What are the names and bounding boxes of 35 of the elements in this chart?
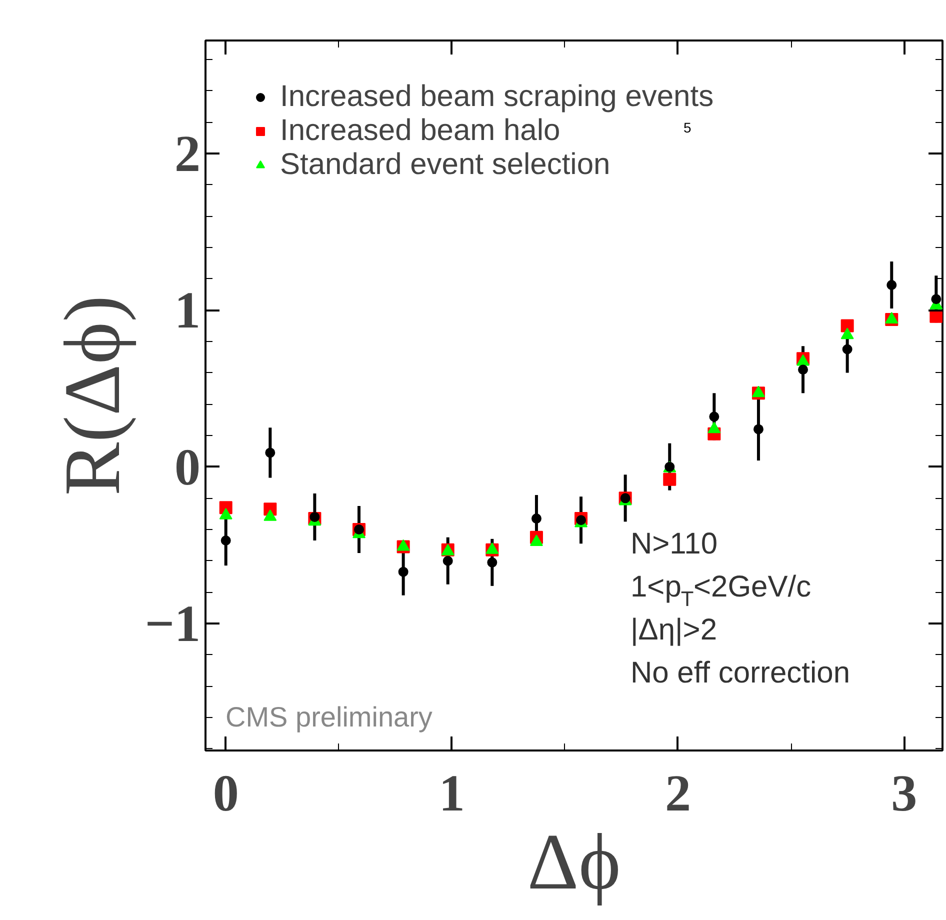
point bbox=[265, 448, 276, 458]
point bbox=[442, 556, 453, 566]
annotation: 5 bbox=[684, 120, 692, 136]
y-tick-label: −1 bbox=[144, 596, 201, 654]
point bbox=[842, 344, 852, 354]
x-axis-title: Δϕ bbox=[527, 818, 621, 906]
annotation: N>110 bbox=[630, 528, 718, 560]
legend-label: Standard event selection bbox=[280, 148, 610, 182]
y-tick-label: 2 bbox=[174, 126, 200, 183]
y-tick-label: 1 bbox=[174, 282, 200, 340]
point bbox=[840, 319, 854, 332]
y-axis-title: R(Δϕ) bbox=[48, 295, 137, 496]
point bbox=[663, 472, 676, 486]
point bbox=[530, 534, 543, 546]
annotation: CMS preliminary bbox=[226, 702, 432, 732]
x-tick-label: 0 bbox=[212, 766, 239, 822]
point bbox=[487, 557, 498, 568]
point bbox=[398, 566, 408, 577]
point bbox=[753, 424, 764, 434]
legend-label: Increased beam scraping events bbox=[280, 80, 714, 114]
x-tick-label: 1 bbox=[438, 766, 465, 822]
point bbox=[886, 280, 897, 290]
annotation: |Δη|>2 bbox=[630, 614, 718, 646]
y-tick-label: 0 bbox=[174, 439, 200, 496]
annotation: No eff correction bbox=[630, 656, 850, 690]
point bbox=[220, 535, 231, 546]
x-tick-label: 3 bbox=[891, 766, 918, 822]
point bbox=[310, 512, 320, 522]
legend-label: Increased beam halo bbox=[280, 114, 560, 148]
point bbox=[531, 514, 542, 524]
x-tick-label: 2 bbox=[664, 766, 691, 822]
point bbox=[798, 364, 808, 375]
point bbox=[931, 294, 942, 304]
point bbox=[709, 412, 720, 422]
point bbox=[930, 310, 942, 323]
